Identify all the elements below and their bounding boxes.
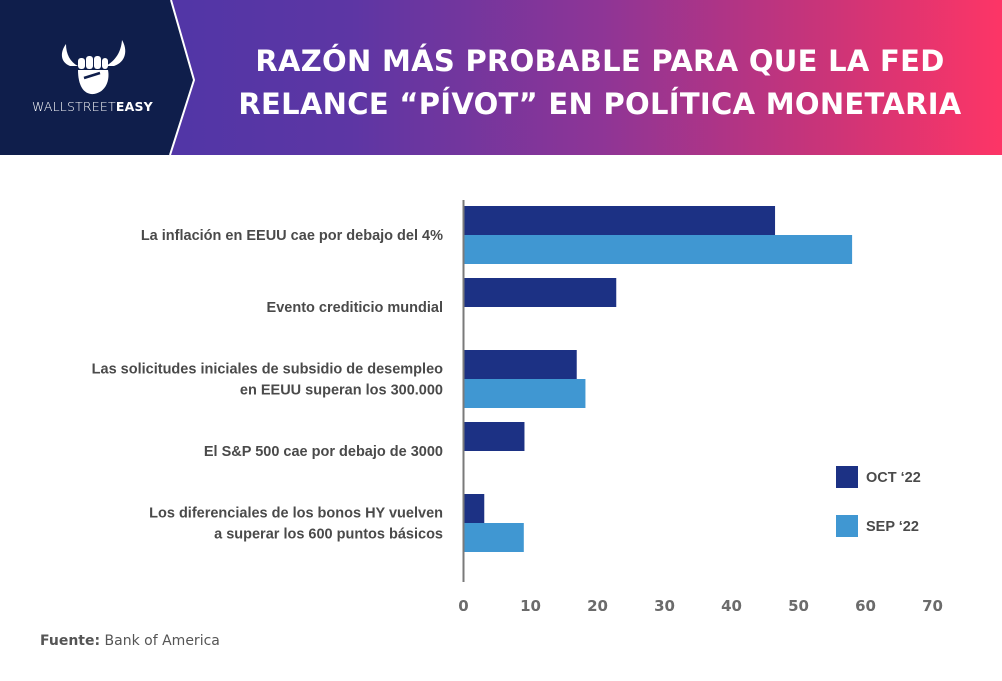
bar-chart: La inflación en EEUU cae por debajo del … — [92, 200, 943, 615]
bar-sep-2 — [463, 379, 586, 408]
bar-oct-4 — [463, 494, 485, 523]
legend-label-sep: SEP ‘22 — [866, 519, 919, 535]
x-tick-label: 50 — [788, 597, 809, 615]
source-label: Fuente: — [40, 633, 101, 649]
bar-oct-0 — [463, 206, 776, 235]
category-label: La inflación en EEUU cae por debajo del … — [141, 228, 443, 244]
bar-sep-4 — [463, 523, 524, 552]
bar-oct-1 — [463, 278, 617, 307]
source-note: Fuente: Bank of America — [40, 633, 220, 649]
brand-name-bold: EASY — [115, 99, 153, 114]
chart-title-line-2: RELANCE “PÍVOT” EN POLÍTICA MONETARIA — [238, 87, 962, 121]
legend-swatch-oct — [836, 466, 858, 488]
source-value: Bank of America — [104, 633, 220, 649]
brand-name-light: WALLSTREET — [32, 99, 116, 114]
bar-oct-3 — [463, 422, 525, 451]
x-tick-label: 0 — [458, 597, 468, 615]
legend-swatch-sep — [836, 515, 858, 537]
category-label: Las solicitudes iniciales de subsidio de… — [92, 362, 443, 378]
x-tick-label: 10 — [520, 597, 541, 615]
x-tick-label: 40 — [721, 597, 742, 615]
legend-label-oct: OCT ‘22 — [866, 470, 921, 486]
brand-wordmark: WALLSTREETEASY — [32, 99, 162, 114]
x-tick-label: 70 — [922, 597, 943, 615]
chart-title: RAZÓN MÁS PROBABLE PARA QUE LA FED RELAN… — [205, 40, 995, 126]
bull-horns-fist-icon — [61, 40, 126, 95]
x-tick-label: 30 — [654, 597, 675, 615]
category-label: en EEUU superan los 300.000 — [240, 383, 443, 399]
chart-title-line-1: RAZÓN MÁS PROBABLE PARA QUE LA FED — [255, 44, 945, 78]
bar-sep-0 — [463, 235, 853, 264]
x-tick-label: 60 — [855, 597, 876, 615]
category-label: a superar los 600 puntos básicos — [214, 527, 443, 543]
logo-panel: WALLSTREETEASY — [0, 0, 200, 155]
category-label: El S&P 500 cae por debajo de 3000 — [204, 444, 443, 460]
header-banner: WALLSTREETEASY RAZÓN MÁS PROBABLE PARA Q… — [0, 0, 1002, 155]
category-label: Evento crediticio mundial — [267, 300, 443, 316]
bar-oct-2 — [463, 350, 577, 379]
category-label: Los diferenciales de los bonos HY vuelve… — [149, 506, 443, 522]
x-tick-label: 20 — [587, 597, 608, 615]
